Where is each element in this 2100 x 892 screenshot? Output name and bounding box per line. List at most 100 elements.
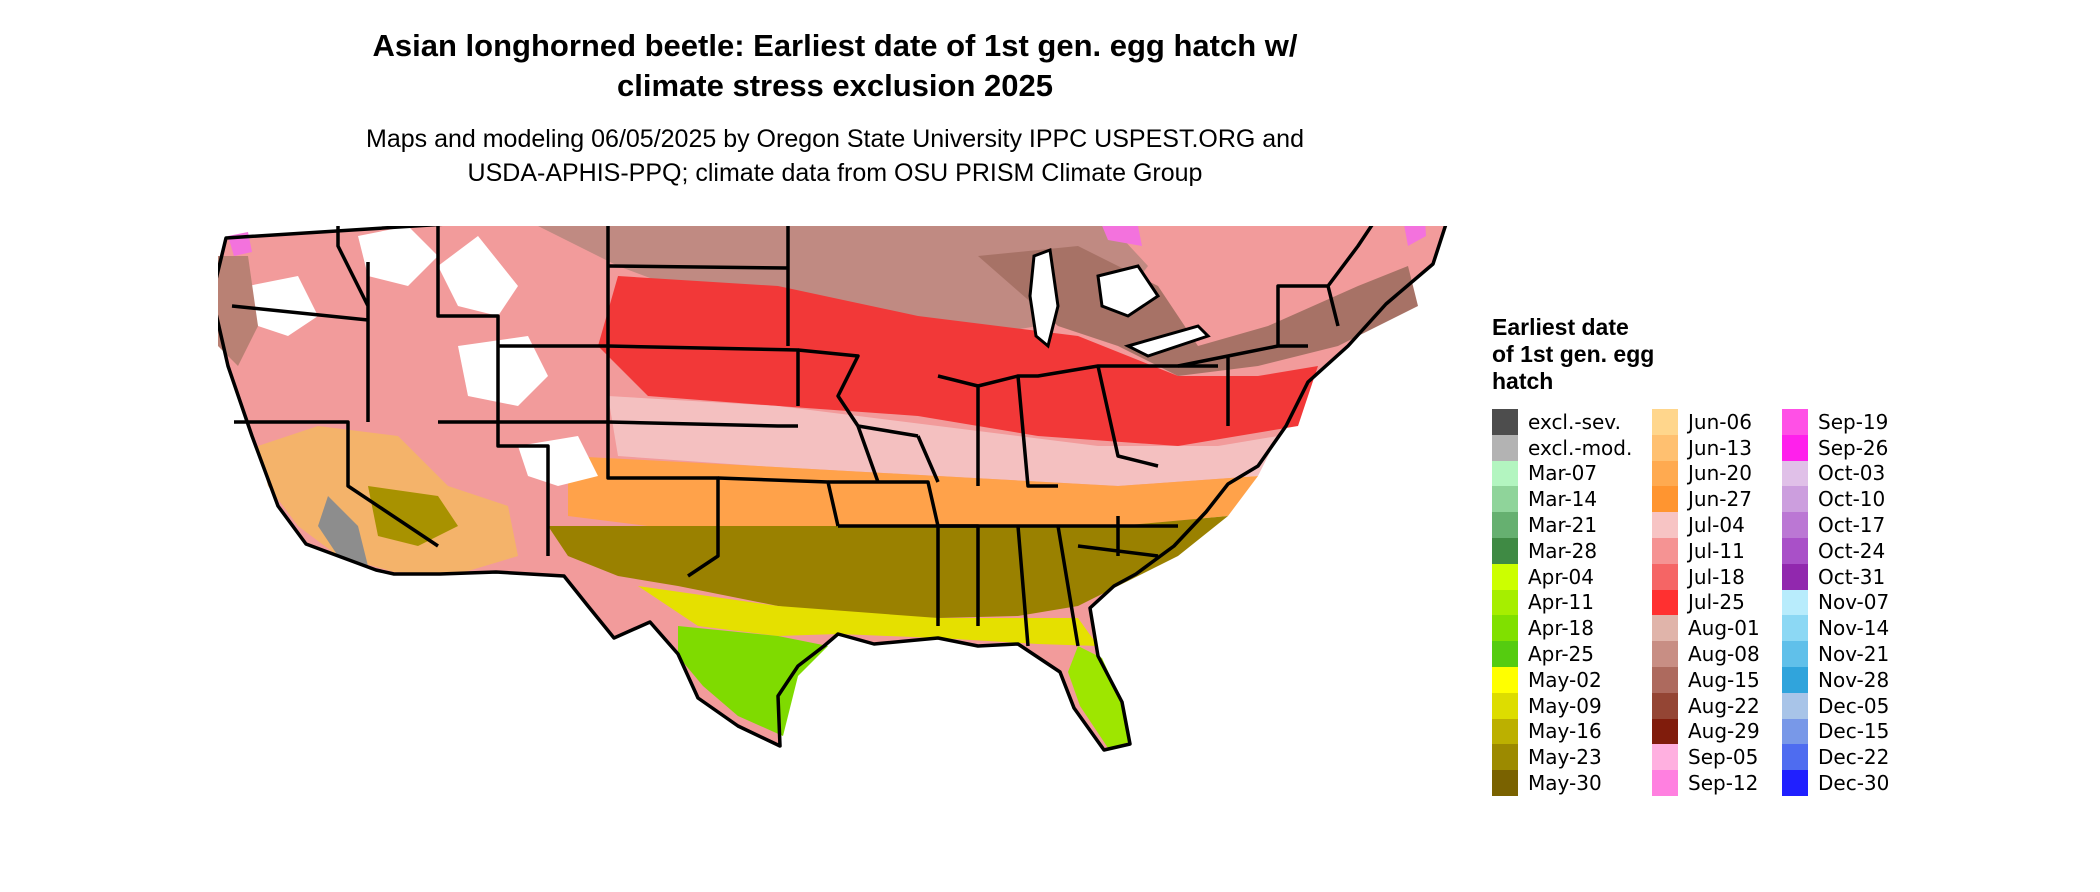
legend-item: Jun-13 — [1652, 434, 1760, 461]
legend-item: Aug-08 — [1652, 641, 1760, 667]
legend-label: Dec-30 — [1818, 771, 1890, 796]
legend-item: Dec-30 — [1782, 770, 1889, 796]
legend-item: Mar-14 — [1492, 486, 1632, 513]
legend-item: Jul-04 — [1652, 512, 1760, 538]
zone-rockies-white-5 — [358, 226, 438, 286]
legend-item: Dec-15 — [1782, 718, 1890, 745]
zone-northeast-magenta — [1404, 226, 1426, 246]
legend-swatch — [1492, 434, 1518, 461]
legend-label: Aug-08 — [1688, 642, 1760, 667]
zone-northern-plains-brown — [538, 226, 1148, 336]
zone-arizona-olive — [368, 486, 458, 546]
legend-item: Apr-11 — [1492, 589, 1632, 616]
legend-label: Sep-05 — [1688, 745, 1759, 770]
legend-title-line-2: of 1st gen. egg — [1492, 341, 1655, 367]
legend-label: Dec-15 — [1818, 719, 1890, 744]
lake-michigan — [1028, 247, 1060, 349]
legend-swatch — [1652, 434, 1678, 461]
legend-item: Jun-20 — [1652, 460, 1760, 487]
legend-item: Nov-14 — [1782, 615, 1889, 642]
legend-swatch — [1652, 641, 1678, 667]
legend-item: Mar-28 — [1492, 537, 1632, 564]
zone-desert-gray — [318, 496, 368, 566]
border-central-states — [797, 348, 1178, 626]
legend-item: Aug-22 — [1652, 692, 1760, 719]
legend-swatch — [1782, 615, 1808, 642]
legend-label: Dec-22 — [1818, 745, 1890, 770]
legend-item: Mar-07 — [1492, 460, 1632, 487]
legend-swatch — [1782, 692, 1808, 719]
legend-swatch — [1782, 770, 1808, 796]
legend-label: May-30 — [1528, 771, 1602, 796]
legend-item: Sep-12 — [1652, 770, 1760, 796]
legend-label: Oct-10 — [1818, 487, 1886, 512]
legend-swatch — [1652, 666, 1678, 693]
legend-item: Apr-25 — [1492, 641, 1632, 667]
legend-swatch — [1492, 770, 1518, 796]
legend-swatch — [1492, 666, 1518, 693]
legend-label: Apr-18 — [1528, 616, 1594, 641]
zone-lake-superior-magenta — [1102, 226, 1142, 246]
legend-item: Oct-17 — [1782, 512, 1889, 538]
legend-label: Jul-25 — [1688, 590, 1745, 615]
border-northeast-states — [1177, 226, 1374, 426]
legend-item: Jul-25 — [1652, 589, 1760, 616]
legend-swatch — [1492, 460, 1518, 487]
legend-swatch — [1652, 563, 1678, 590]
legend-swatch — [1782, 512, 1808, 538]
map-title: Asian longhorned beetle: Earliest date o… — [300, 26, 1370, 106]
legend-item: Jun-27 — [1652, 486, 1760, 513]
legend-label: Apr-25 — [1528, 642, 1594, 667]
legend-item: Aug-01 — [1652, 615, 1760, 642]
legend-item: May-16 — [1492, 718, 1632, 745]
legend-label: Sep-19 — [1818, 409, 1889, 434]
legend-label: Nov-07 — [1818, 590, 1890, 615]
legend-item: Sep-05 — [1652, 744, 1760, 771]
border-mountain-states — [436, 226, 720, 578]
map-subtitle-line-1: Maps and modeling 06/05/2025 by Oregon S… — [366, 125, 1304, 153]
legend-label: Oct-24 — [1818, 538, 1886, 563]
legend-label: Apr-11 — [1528, 590, 1594, 615]
legend-swatch — [1782, 434, 1808, 461]
legend-item: Jun-06 — [1652, 409, 1760, 435]
legend-swatch — [1492, 409, 1518, 435]
legend-column-1: excl.-sev. excl.-mod. Mar-07 Mar-14 Mar-21 Ma… — [1492, 409, 1632, 796]
legend-item: excl.-sev. — [1492, 409, 1632, 435]
legend-swatch — [1782, 744, 1808, 771]
legend-item: Jul-11 — [1652, 537, 1760, 564]
legend-item: Dec-05 — [1782, 692, 1890, 719]
legend-swatch — [1492, 563, 1518, 590]
legend-swatch — [1652, 692, 1678, 719]
legend-label: Jul-04 — [1688, 513, 1745, 538]
legend-label: Dec-05 — [1818, 693, 1890, 718]
legend-label: Apr-04 — [1528, 564, 1594, 589]
legend-swatch — [1652, 409, 1678, 435]
legend-swatch — [1652, 537, 1678, 564]
state-borders — [218, 226, 1448, 752]
legend-label: Nov-28 — [1818, 667, 1890, 692]
legend-item: May-30 — [1492, 770, 1632, 796]
legend-item: Nov-28 — [1782, 666, 1890, 693]
legend-label: Aug-29 — [1688, 719, 1760, 744]
legend-column-2: Jun-06 Jun-13 Jun-20 Jun-27 Jul-04 Jul-11 Jul-… — [1652, 409, 1760, 796]
legend-label: Jul-18 — [1688, 564, 1745, 589]
legend-swatch — [1782, 409, 1808, 435]
us-outline — [218, 226, 1448, 752]
legend-swatch — [1492, 589, 1518, 616]
legend-label: Sep-26 — [1818, 435, 1889, 460]
zone-rockies-white-2 — [458, 336, 548, 406]
legend-label: Aug-15 — [1688, 667, 1760, 692]
legend-swatch — [1492, 615, 1518, 642]
legend-swatch — [1652, 486, 1678, 513]
border-south-states — [938, 516, 1159, 647]
zone-midwest-red — [598, 276, 1318, 446]
map-land-shading — [218, 226, 1446, 750]
legend-item: Oct-10 — [1782, 486, 1889, 513]
legend-item: Jul-18 — [1652, 563, 1760, 590]
zone-central-pink — [608, 396, 1278, 486]
map-title-line-1: Asian longhorned beetle: Earliest date o… — [372, 28, 1298, 63]
border-great-lakes-states — [937, 364, 1218, 488]
legend-item: May-09 — [1492, 692, 1632, 719]
legend-label: Oct-03 — [1818, 461, 1886, 486]
legend-label: Mar-07 — [1528, 461, 1598, 486]
